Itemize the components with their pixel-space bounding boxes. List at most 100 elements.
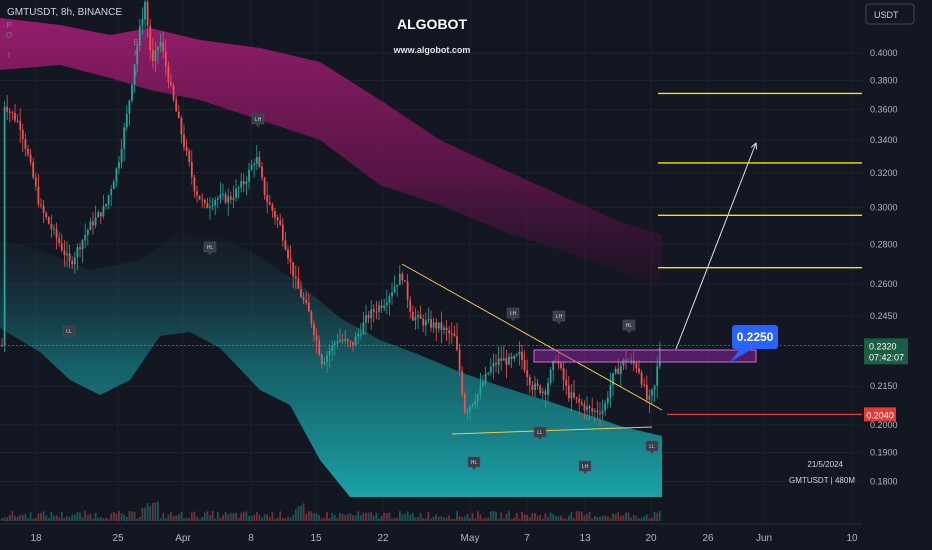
time-tick-label: May <box>461 533 480 544</box>
volume-bar <box>474 518 477 521</box>
candle <box>505 349 508 378</box>
candle <box>11 110 14 120</box>
volume-bar <box>515 512 518 521</box>
candle <box>125 105 128 132</box>
candle <box>268 195 271 206</box>
pivot-marker: HL <box>622 319 636 334</box>
volume-bar <box>245 511 248 521</box>
volume-bar <box>518 518 521 521</box>
candle <box>279 213 282 226</box>
candle <box>599 402 601 427</box>
projection-arrow[interactable] <box>675 143 756 350</box>
candle <box>359 323 362 340</box>
volume-bar <box>157 501 159 521</box>
candle <box>180 115 183 144</box>
candle <box>557 353 560 370</box>
candle <box>414 307 417 330</box>
candle <box>635 360 638 374</box>
candle <box>508 353 510 366</box>
volume-bar <box>419 513 422 521</box>
descending-trendline[interactable] <box>401 263 663 411</box>
candle <box>206 197 209 209</box>
svg-text:0.2040: 0.2040 <box>866 410 894 420</box>
candle <box>63 240 66 267</box>
time-tick-label: 10 <box>846 533 858 544</box>
volume-bar <box>60 511 63 521</box>
volume-bar <box>393 518 396 521</box>
volume-bar <box>110 513 113 521</box>
side-marker: X <box>133 49 139 58</box>
volume-bar <box>94 512 97 521</box>
volume-bar <box>302 503 305 521</box>
candle <box>536 378 539 390</box>
volume-bar <box>248 515 250 521</box>
candle <box>242 173 245 192</box>
volume-bar <box>42 511 45 521</box>
price-tick-label: 0.3000 <box>870 202 898 212</box>
candle <box>432 317 435 333</box>
volume-bar <box>79 512 81 521</box>
candle <box>146 0 149 38</box>
pivot-label: LH <box>255 117 262 123</box>
candle <box>456 323 458 352</box>
volume-bar <box>427 512 430 521</box>
volume-bar <box>380 516 383 521</box>
currency-button[interactable]: USDT <box>865 3 915 25</box>
price-tick-label: 0.2450 <box>870 311 898 321</box>
price-tick-label: 0.3200 <box>870 168 898 178</box>
volume-bar <box>235 512 237 521</box>
support-trendline[interactable] <box>451 426 653 435</box>
candle <box>110 185 113 206</box>
candle <box>154 41 157 73</box>
candle <box>190 150 193 185</box>
candle <box>534 376 536 397</box>
volume-bar <box>227 513 230 521</box>
price-axis[interactable] <box>862 0 932 550</box>
candle <box>401 271 404 285</box>
volume-bar <box>177 514 180 521</box>
candle <box>357 327 360 344</box>
volume-bar <box>526 515 529 521</box>
candle <box>94 205 97 229</box>
candles <box>1 0 661 427</box>
candle <box>482 374 484 388</box>
entry-callout[interactable]: 0.2250 <box>730 325 778 362</box>
entry-zone[interactable] <box>533 349 757 363</box>
volume-bar <box>357 511 360 521</box>
candle <box>128 99 131 126</box>
volume-bar <box>362 512 365 521</box>
volume-bar <box>47 518 50 521</box>
volume-bar <box>575 511 578 521</box>
volume-bar <box>242 511 245 521</box>
volume-bar <box>609 518 612 521</box>
volume-bar <box>138 517 141 521</box>
candle <box>227 188 230 216</box>
volume-bar <box>172 516 175 521</box>
volume-bar <box>638 518 640 521</box>
volume-bar <box>333 515 336 521</box>
volume-bar <box>185 517 188 521</box>
candle <box>300 280 302 299</box>
candle <box>32 157 35 180</box>
date-stamp: 21/5/2024 <box>807 460 843 469</box>
volume-bar <box>323 517 326 521</box>
candle <box>123 122 126 162</box>
candle <box>362 312 365 335</box>
volume-bar <box>398 511 401 521</box>
volume-bar <box>409 514 412 521</box>
time-axis-labels: 18 25 Apr 8 15 22 May 7 13 20 26 Jun 10 <box>30 533 858 544</box>
candle <box>55 222 58 250</box>
candle <box>19 108 22 143</box>
side-marker: O <box>6 31 12 40</box>
volume-bar <box>422 518 425 521</box>
volume-bar <box>549 512 552 521</box>
volume-bar <box>50 512 53 521</box>
volume-bar <box>258 515 261 521</box>
pivot-label: LH <box>582 464 589 470</box>
pivot-marker: HL <box>203 241 217 256</box>
candle <box>289 245 292 274</box>
candle <box>549 367 552 386</box>
symbol-info: GMTUSDT | 480M <box>789 476 855 485</box>
volume-bar <box>591 518 594 521</box>
